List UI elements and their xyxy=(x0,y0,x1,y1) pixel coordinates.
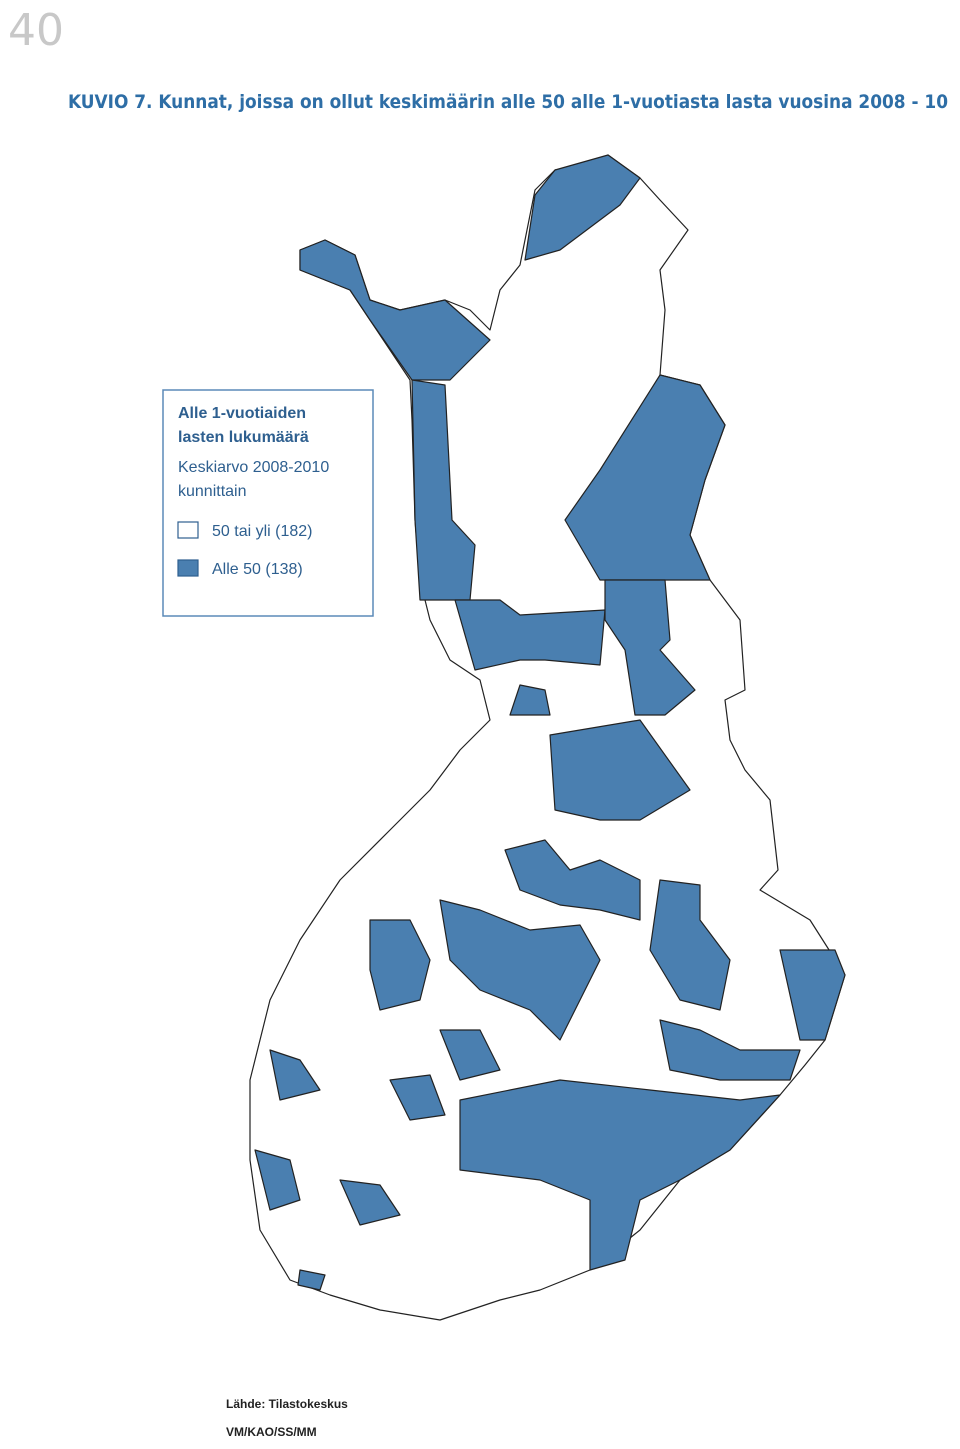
region xyxy=(339,1179,401,1226)
legend-title: lasten lukumäärä xyxy=(178,429,309,446)
region xyxy=(269,1049,321,1101)
source: Lähde: Tilastokeskus xyxy=(226,1397,348,1411)
figure-title: KUVIO 7. Kunnat, joissa on ollut keskimä… xyxy=(68,91,948,113)
legend-box xyxy=(162,389,374,617)
region xyxy=(604,579,696,716)
legend-title: Alle 1-vuotiaiden xyxy=(178,405,306,422)
region xyxy=(524,154,641,261)
region xyxy=(297,1269,326,1291)
legend-label: 50 tai yli (182) xyxy=(212,523,313,540)
page-number: 40 xyxy=(8,5,64,56)
region xyxy=(369,919,431,1011)
region xyxy=(659,1019,801,1081)
region xyxy=(779,949,846,1041)
region xyxy=(389,1074,446,1121)
region xyxy=(564,374,726,581)
region xyxy=(459,1079,781,1271)
legend-label: Alle 50 (138) xyxy=(212,561,303,578)
region xyxy=(439,1029,501,1081)
municipalities-below-50 xyxy=(254,154,846,1291)
region xyxy=(254,1149,301,1211)
legend-swatch xyxy=(177,521,199,539)
legend-swatch xyxy=(177,559,199,577)
legend: Alle 1-vuotiaiden lasten lukumäärä Keski… xyxy=(162,389,374,617)
region xyxy=(439,899,601,1041)
region xyxy=(509,684,551,716)
region xyxy=(504,839,641,921)
region xyxy=(549,719,691,821)
legend-subtitle: kunnittain xyxy=(178,483,247,500)
region xyxy=(299,239,491,381)
map xyxy=(249,154,846,1321)
region xyxy=(649,879,731,1011)
region xyxy=(411,379,476,601)
legend-subtitle: Keskiarvo 2008-2010 xyxy=(178,459,329,476)
source: VM/KAO/SS/MM xyxy=(226,1425,317,1439)
region xyxy=(454,599,606,671)
